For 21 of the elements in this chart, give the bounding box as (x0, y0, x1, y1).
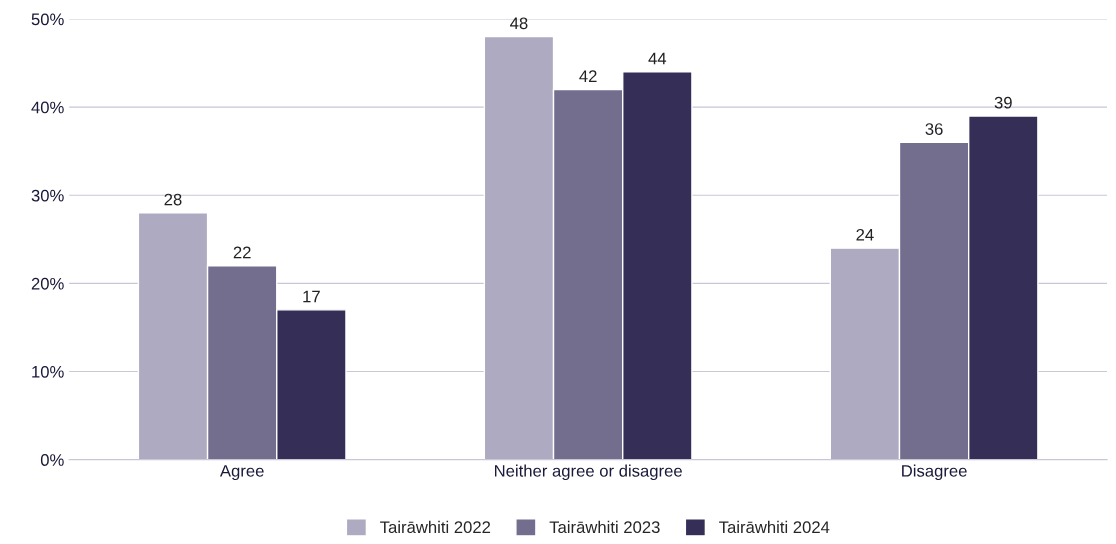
data-label: 17 (303, 290, 320, 303)
data-label: 28 (164, 193, 182, 206)
x-tick-label: Neither agree or disagree (495, 464, 682, 481)
y-tick-label: 20% (31, 277, 64, 290)
data-label: 24 (856, 228, 874, 241)
y-tick-label: 10% (32, 365, 64, 378)
legend-label: Tairāwhiti 2024 (719, 520, 830, 534)
data-label: 36 (925, 123, 943, 135)
data-label: 22 (233, 246, 251, 259)
data-label: 44 (648, 52, 667, 65)
y-tick-label: 40% (31, 101, 64, 114)
y-tick-label: 50% (31, 13, 64, 26)
x-tick-label: Agree (219, 465, 264, 481)
data-label: 48 (510, 17, 528, 30)
legend-label: Tairāwhiti 2023 (549, 520, 660, 534)
y-tick-label: 0% (40, 454, 64, 466)
x-tick-label: Disagree (902, 464, 967, 481)
data-label: 42 (579, 70, 597, 82)
y-tick-label: 30% (31, 189, 64, 202)
legend-label: Tairāwhiti 2022 (380, 520, 491, 534)
data-label: 39 (994, 96, 1012, 109)
